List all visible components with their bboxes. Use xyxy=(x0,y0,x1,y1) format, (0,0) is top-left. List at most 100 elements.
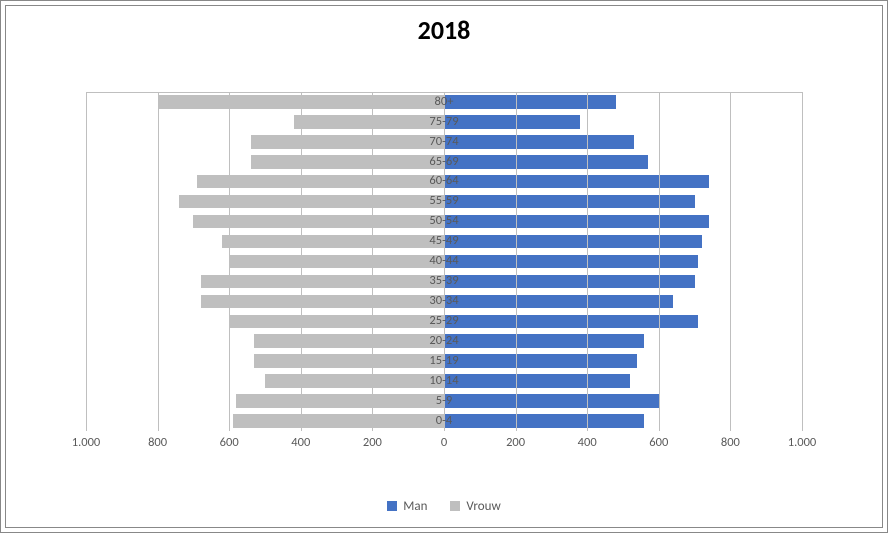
gridline xyxy=(587,92,588,431)
bar-man xyxy=(444,155,648,169)
right-half xyxy=(444,92,802,112)
gridline xyxy=(229,92,230,431)
bar-man xyxy=(444,95,616,109)
x-tick-label: 200 xyxy=(506,435,525,450)
right-half xyxy=(444,112,802,132)
category-label: 0-4 xyxy=(436,415,453,428)
bar-vrouw xyxy=(233,414,444,428)
right-half xyxy=(444,132,802,152)
left-half xyxy=(86,331,444,351)
x-tick-label: 800 xyxy=(148,435,167,450)
right-half xyxy=(444,331,802,351)
bar-vrouw xyxy=(251,155,444,169)
x-tick-label: 200 xyxy=(363,435,382,450)
category-label: 50-54 xyxy=(429,215,458,228)
category-label: 30-34 xyxy=(429,295,458,308)
bar-man xyxy=(444,135,634,149)
gridline xyxy=(659,92,660,431)
right-half xyxy=(444,252,802,272)
bar-man xyxy=(444,275,695,289)
x-tick-label: 800 xyxy=(721,435,740,450)
category-label: 55-59 xyxy=(429,195,458,208)
left-half xyxy=(86,252,444,272)
category-label: 25-29 xyxy=(429,315,458,328)
x-tick-label: 1.000 xyxy=(788,435,817,450)
legend-swatch-vrouw xyxy=(450,501,460,511)
x-tick-label: 600 xyxy=(220,435,239,450)
left-half xyxy=(86,411,444,431)
category-label: 10-14 xyxy=(429,375,458,388)
category-label: 45-49 xyxy=(429,235,458,248)
right-half xyxy=(444,371,802,391)
gridline xyxy=(372,92,373,431)
bar-man xyxy=(444,255,698,269)
chart-outer-frame: 2018 80+75-7970-7465-6960-6455-5950-5445… xyxy=(0,0,888,533)
bar-man xyxy=(444,354,637,368)
gridline xyxy=(802,92,803,431)
bar-man xyxy=(444,374,630,388)
x-tick-label: 400 xyxy=(291,435,310,450)
bar-man xyxy=(444,295,673,309)
bar-vrouw xyxy=(251,135,444,149)
left-half xyxy=(86,371,444,391)
left-half xyxy=(86,351,444,371)
right-half xyxy=(444,271,802,291)
bar-man xyxy=(444,175,709,189)
legend-item-man: Man xyxy=(387,499,427,514)
bar-vrouw xyxy=(254,354,444,368)
category-label: 70-74 xyxy=(429,136,458,149)
x-tick-label: 400 xyxy=(578,435,597,450)
left-half xyxy=(86,271,444,291)
bar-vrouw xyxy=(229,315,444,329)
category-label: 15-19 xyxy=(429,355,458,368)
left-half xyxy=(86,232,444,252)
bar-vrouw xyxy=(222,235,444,249)
right-half xyxy=(444,291,802,311)
right-half xyxy=(444,311,802,331)
chart-inner-frame: 2018 80+75-7970-7465-6960-6455-5950-5445… xyxy=(5,5,883,528)
bar-vrouw xyxy=(229,255,444,269)
left-half xyxy=(86,391,444,411)
category-label: 75-79 xyxy=(429,116,458,129)
x-tick-label: 0 xyxy=(441,435,447,450)
bar-vrouw xyxy=(179,195,444,209)
left-half xyxy=(86,152,444,172)
chart-region: 80+75-7970-7465-6960-6455-5950-5445-4940… xyxy=(86,92,802,431)
bar-man xyxy=(444,334,644,348)
left-half xyxy=(86,291,444,311)
left-half xyxy=(86,172,444,192)
category-label: 5-9 xyxy=(436,395,453,408)
legend-label-man: Man xyxy=(403,499,427,514)
category-label: 60-64 xyxy=(429,175,458,188)
right-half xyxy=(444,232,802,252)
plot-area: 80+75-7970-7465-6960-6455-5950-5445-4940… xyxy=(26,56,862,461)
left-half xyxy=(86,92,444,112)
bar-man xyxy=(444,115,580,129)
right-half xyxy=(444,391,802,411)
right-half xyxy=(444,351,802,371)
gridline xyxy=(516,92,517,431)
bar-vrouw xyxy=(201,275,444,289)
left-half xyxy=(86,132,444,152)
x-tick-label: 1.000 xyxy=(72,435,101,450)
right-half xyxy=(444,152,802,172)
right-half xyxy=(444,212,802,232)
left-half xyxy=(86,112,444,132)
legend-swatch-man xyxy=(387,501,397,511)
bar-man xyxy=(444,394,659,408)
gridline xyxy=(301,92,302,431)
bar-man xyxy=(444,195,695,209)
category-label: 40-44 xyxy=(429,255,458,268)
gridline xyxy=(158,92,159,431)
x-axis: 1.00080060040020002004006008001.000 xyxy=(86,435,802,455)
bars-wrap: 80+75-7970-7465-6960-6455-5950-5445-4940… xyxy=(86,92,802,431)
bar-vrouw xyxy=(254,334,444,348)
category-label: 20-24 xyxy=(429,335,458,348)
category-label: 65-69 xyxy=(429,156,458,169)
bar-vrouw xyxy=(265,374,444,388)
left-half xyxy=(86,311,444,331)
x-tick-label: 600 xyxy=(649,435,668,450)
category-label: 35-39 xyxy=(429,275,458,288)
bar-vrouw xyxy=(201,295,444,309)
gridline xyxy=(730,92,731,431)
